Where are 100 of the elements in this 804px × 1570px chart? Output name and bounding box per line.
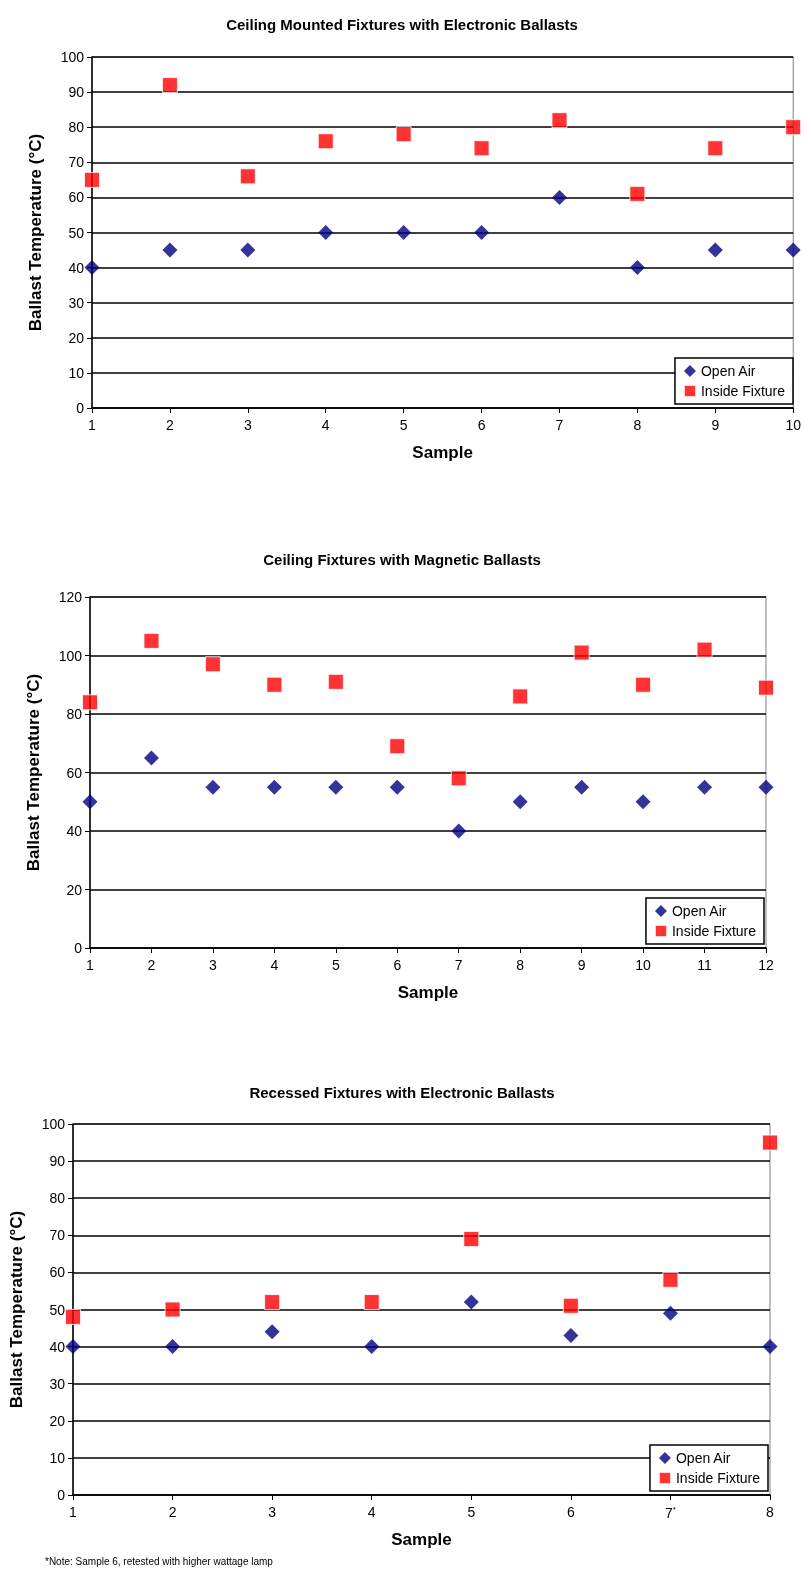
point (395, 126, 412, 143)
y-tick-label: 30 (49, 1375, 66, 1392)
legend-label: Open Air (675, 1450, 731, 1466)
x-tick-label: 9 (577, 957, 586, 973)
x-tick-label: 8 (766, 1504, 775, 1520)
point (762, 1134, 778, 1151)
y-tick-label: 70 (49, 1227, 66, 1244)
chart-title: Ceiling Mounted Fixtures with Electronic Ballasts (226, 16, 578, 33)
point (785, 119, 802, 136)
y-tick-label: 90 (49, 1153, 66, 1170)
x-tick-label: 2 (166, 417, 175, 433)
y-tick-label: 100 (60, 49, 85, 65)
x-axis-title: Sample (412, 443, 473, 462)
point (662, 1305, 678, 1321)
point (662, 1271, 679, 1288)
y-axis-title: Ballast Temperature (°C) (24, 673, 43, 872)
x-tick-label: 3 (243, 417, 252, 433)
y-tick-label: 40 (68, 259, 85, 276)
point (240, 242, 256, 258)
point (635, 676, 652, 693)
x-tick-label: 1 (86, 957, 95, 973)
point (266, 779, 282, 795)
y-tick-label: 20 (68, 329, 85, 346)
y-tick-label: 10 (68, 364, 85, 381)
point (573, 644, 590, 661)
y-tick-label: 80 (66, 706, 83, 722)
point (463, 1231, 480, 1248)
legend-label: Inside Fixture (671, 923, 757, 939)
point (450, 770, 467, 787)
point (84, 260, 100, 276)
y-tick-label: 70 (68, 154, 85, 171)
x-tick-label: 5 (467, 1504, 476, 1520)
point (512, 794, 528, 810)
y-tick-label: 0 (74, 940, 83, 956)
y-tick-label: 80 (49, 1190, 66, 1207)
point (574, 779, 590, 795)
point (451, 823, 467, 839)
y-tick-label: 50 (68, 224, 85, 241)
point (512, 688, 529, 705)
point (264, 1294, 281, 1311)
point (629, 185, 646, 202)
x-tick-label: 2 (147, 957, 156, 973)
x-axis-title: Sample (391, 1530, 452, 1549)
y-tick-label: 60 (68, 189, 85, 206)
point (82, 794, 98, 810)
point (396, 225, 412, 240)
point (364, 1339, 380, 1355)
x-tick-label: 1 (69, 1504, 78, 1520)
y-tick-label: 20 (66, 881, 83, 898)
point (389, 779, 405, 795)
x-tick-label: 6 (477, 417, 486, 433)
y-tick-label: 60 (66, 764, 83, 781)
point (363, 1294, 380, 1311)
y-tick-label: 30 (68, 294, 85, 311)
point (317, 133, 334, 150)
point (65, 1308, 81, 1325)
point (696, 641, 713, 658)
legend-label: Inside Fixture (700, 383, 786, 399)
point (635, 794, 651, 810)
x-tick-label: 8 (516, 957, 525, 973)
point (327, 673, 344, 690)
y-tick-label: 10 (49, 1449, 66, 1466)
y-tick-label: 60 (49, 1264, 66, 1281)
x-tick-label: 6 (566, 1504, 575, 1520)
y-tick-label: 100 (58, 647, 83, 664)
y-tick-label: 40 (49, 1338, 66, 1355)
point (205, 779, 221, 795)
legend-label: Inside Fixture (675, 1470, 761, 1486)
text: *Note: Sample 6, retested with higher wattage lamp (45, 1555, 274, 1567)
y-tick-label: 40 (66, 823, 83, 839)
x-tick-label: 3 (268, 1504, 277, 1520)
legend-label: Open Air (671, 903, 727, 919)
y-tick-label: 120 (58, 589, 83, 605)
x-tick-label: 1 (88, 417, 97, 433)
x-tick-label: 11 (697, 957, 713, 973)
x-tick-label: 4 (367, 1504, 376, 1520)
point (758, 679, 774, 696)
x-tick-label: 12 (758, 957, 774, 973)
point (143, 750, 159, 766)
point (562, 1297, 579, 1314)
x-tick-label: 7* (664, 1504, 676, 1521)
point (474, 225, 490, 240)
point (165, 1339, 181, 1355)
point (785, 242, 801, 258)
point (204, 656, 221, 673)
point (551, 112, 568, 129)
x-tick-label: 8 (633, 417, 642, 433)
y-tick-label: 90 (68, 84, 85, 101)
point (697, 779, 713, 795)
point (328, 779, 344, 795)
x-axis-title: Sample (397, 983, 459, 1002)
point (164, 1301, 181, 1318)
point (629, 260, 645, 276)
x-tick-label: 10 (785, 417, 802, 433)
x-tick-label: 2 (168, 1504, 177, 1520)
point (318, 225, 334, 240)
x-tick-label: 4 (270, 957, 279, 973)
point (161, 77, 178, 94)
x-tick-label: 7 (454, 957, 463, 973)
legend-label: Open Air (700, 363, 756, 379)
